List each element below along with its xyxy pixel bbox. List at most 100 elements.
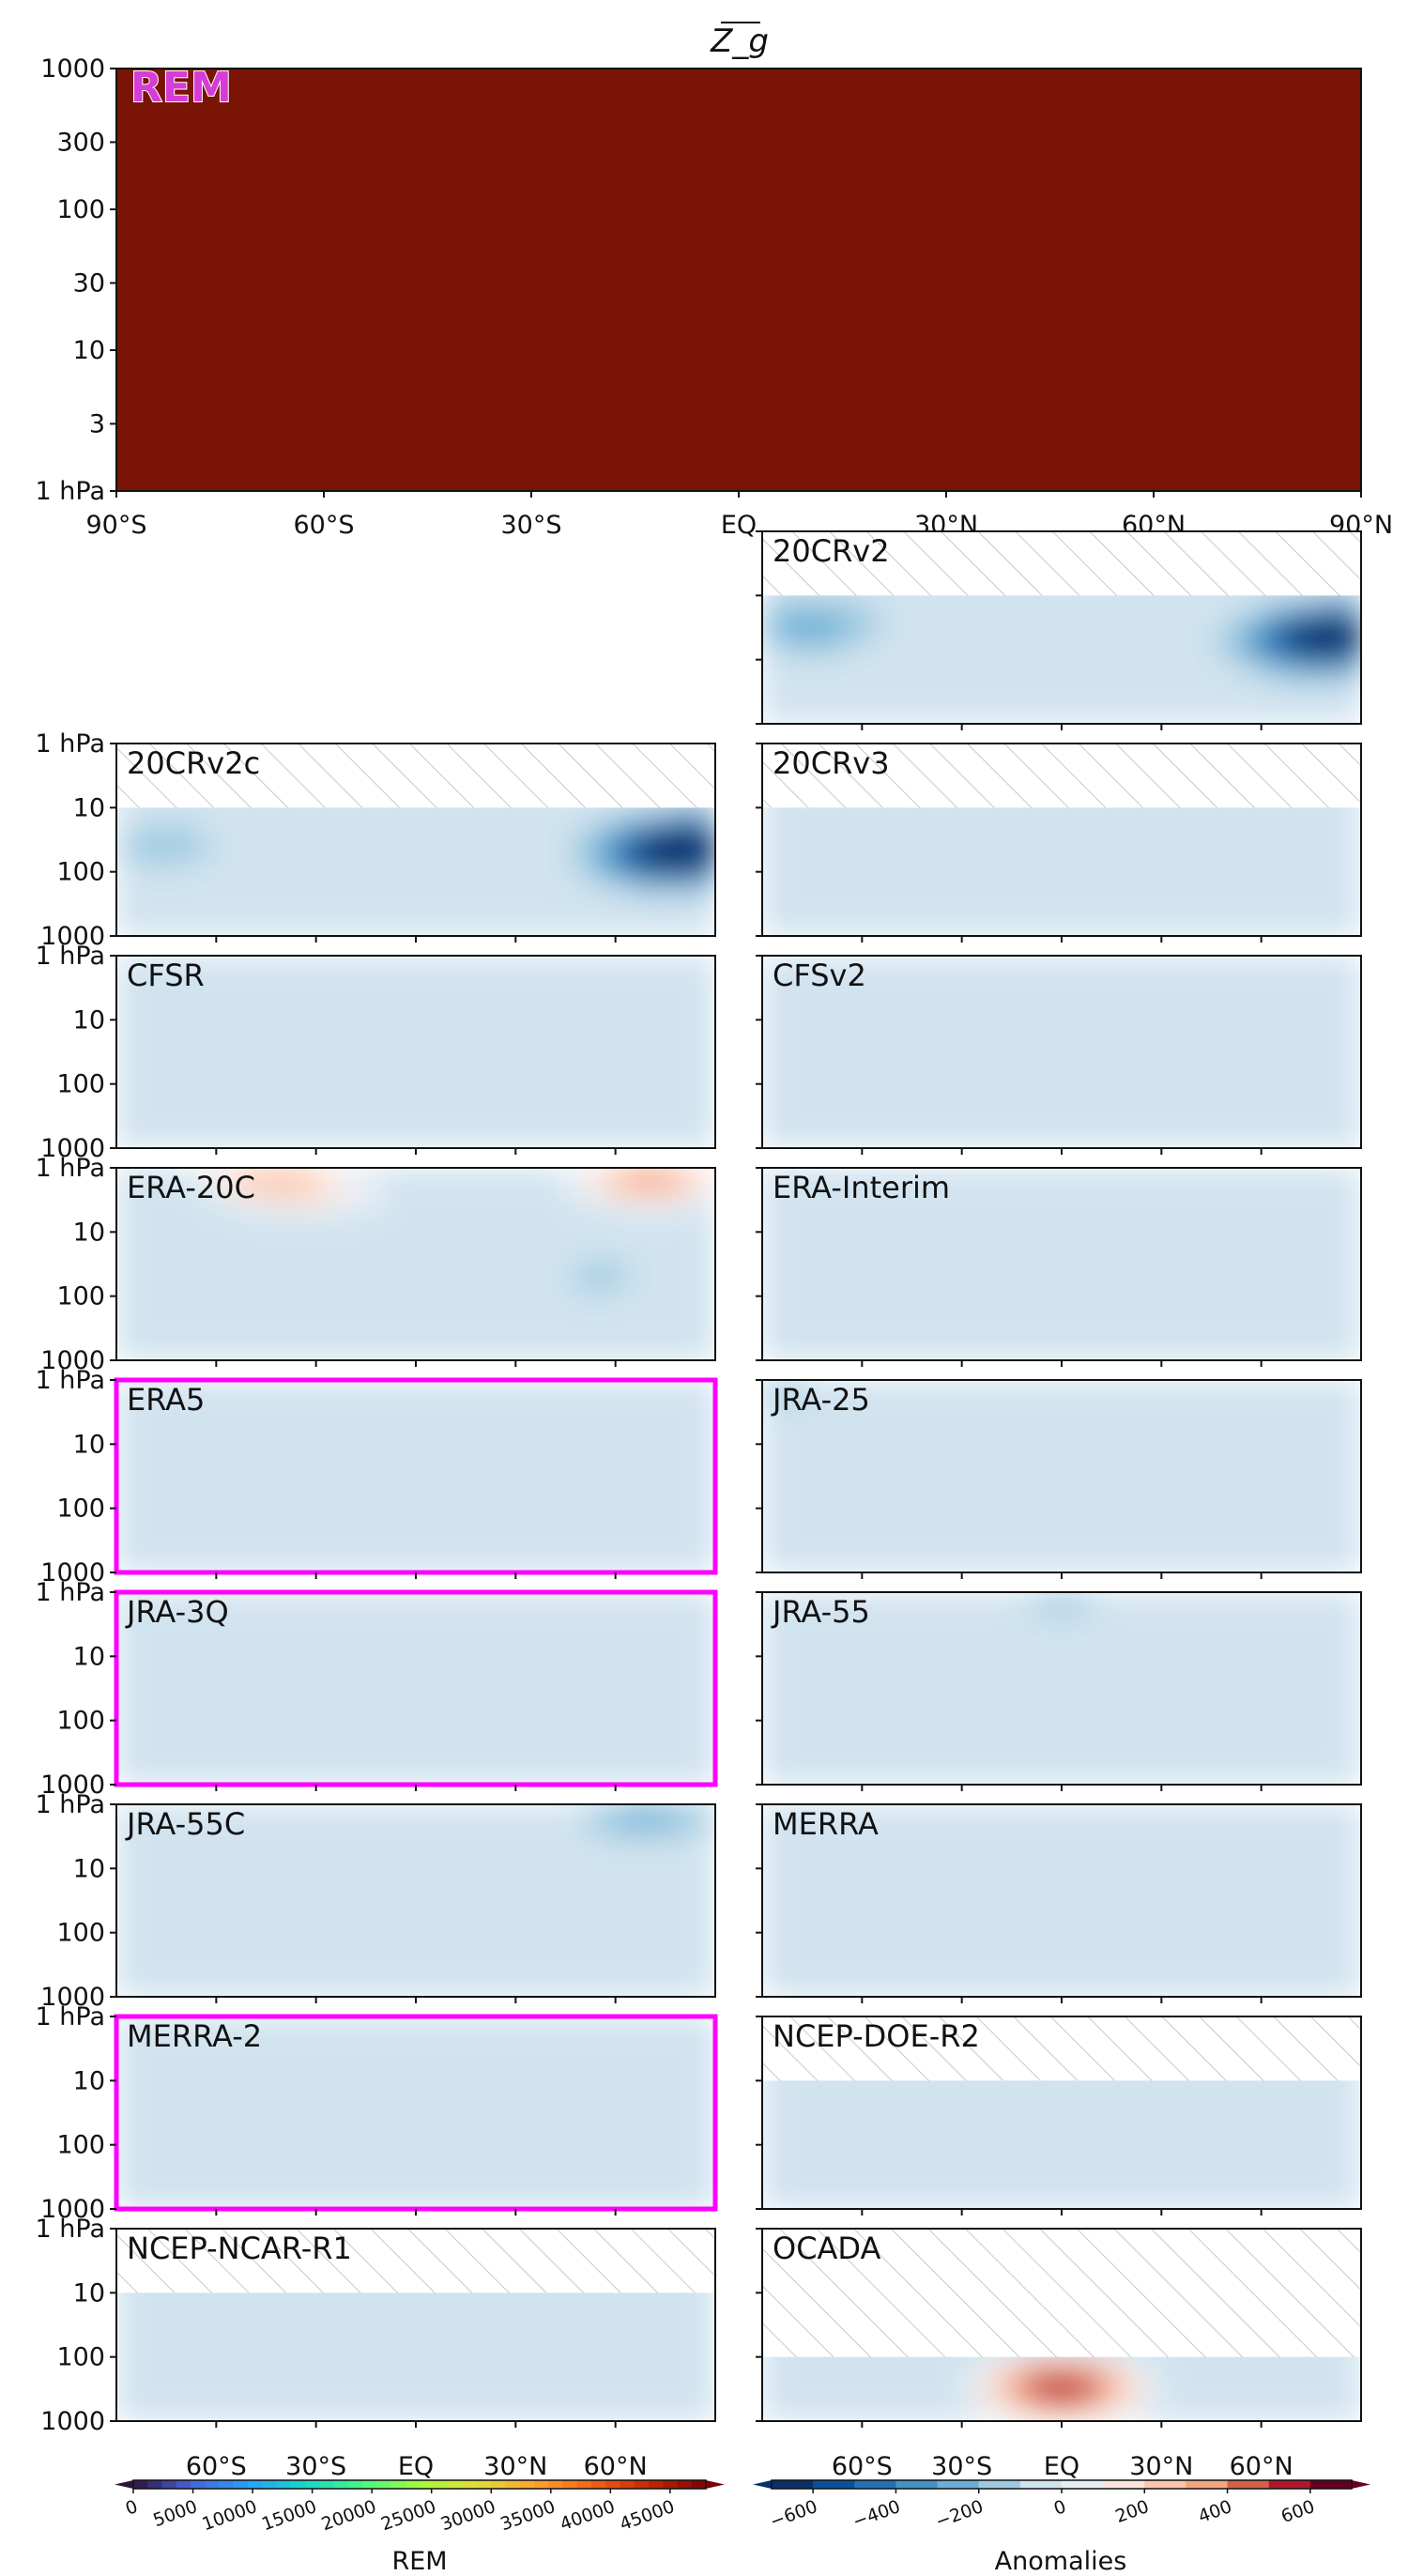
- rem-colorbar-segment: [262, 2480, 277, 2489]
- panel-label: JRA-55: [771, 1594, 870, 1630]
- bottom-x-labels: 60°S 30°S EQ 30°N 60°N 60°S 30°S EQ 30°N 60°N: [186, 2452, 1293, 2481]
- rem-colorbar-segment: [319, 2480, 334, 2489]
- y-tick-label: 1 hPa: [36, 729, 106, 759]
- y-tick-label: 100: [56, 2131, 105, 2160]
- y-tick-label: 100: [56, 2343, 105, 2372]
- anomalies-colorbar-segment: [813, 2480, 855, 2489]
- rem-colorbar-segment: [562, 2480, 578, 2489]
- bottom-x-tick-label: 60°N: [584, 2452, 648, 2481]
- y-tick-label: 100: [56, 1919, 105, 1948]
- anomalies-colorbar-segment: [854, 2480, 896, 2489]
- panel-label: ERA-Interim: [773, 1170, 950, 1205]
- panel-20crv2: 20CRv2: [756, 530, 1362, 730]
- rem-colorbar-label: REM: [391, 2547, 447, 2576]
- panel-label: 20CRv2c: [127, 745, 260, 781]
- rem-colorbar-segment: [491, 2480, 506, 2489]
- anomalies-colorbar-segment: [772, 2480, 814, 2489]
- rem-colorbar-segment: [462, 2480, 478, 2489]
- anomalies-colorbar-segment: [1144, 2480, 1186, 2489]
- y-tick-label: 10: [73, 1642, 105, 1671]
- rem-colorbar-segment: [248, 2480, 263, 2489]
- anomaly-field: [762, 744, 1361, 936]
- rem-colorbar-segment: [376, 2480, 391, 2489]
- anomaly-field: [762, 1592, 1361, 1785]
- y-tick-label: 10: [73, 1218, 105, 1247]
- rem-colorbar-tick-label: 0: [123, 2496, 141, 2520]
- rem-y-tick-label: 300: [56, 128, 105, 157]
- panel-label: ERA-20C: [127, 1170, 255, 1205]
- bottom-x-tick-label: 60°S: [186, 2452, 247, 2481]
- rem-colorbar-tick-label: 10000: [199, 2496, 259, 2535]
- rem-colorbar-segment: [576, 2480, 592, 2489]
- y-tick-label: 1 hPa: [36, 1154, 106, 1183]
- y-tick-label: 10: [73, 1005, 105, 1035]
- anomalies-colorbar-label: Anomalies: [995, 2547, 1127, 2576]
- anomaly-field: [116, 2016, 715, 2209]
- panel-label: CFSv2: [773, 958, 866, 993]
- rem-colorbar-segment: [176, 2480, 191, 2489]
- anomalies-colorbar-tick-label: 0: [1051, 2496, 1069, 2520]
- panel-merra-2: MERRA-2 1 hPa 10 100 1000: [36, 2002, 718, 2224]
- rem-colorbar-segment: [477, 2480, 492, 2489]
- y-tick-label: 10: [73, 1854, 105, 1883]
- panel-label: NCEP-DOE-R2: [773, 2018, 980, 2054]
- rem-colorbar-segment: [634, 2480, 650, 2489]
- panel-merra: MERRA: [756, 1803, 1362, 2003]
- anomalies-colorbar-tick-label: −400: [850, 2496, 904, 2533]
- rem-colorbar-segment: [534, 2480, 549, 2489]
- anomaly-field: [116, 956, 715, 1148]
- missing-data-hatch: [116, 744, 715, 808]
- figure-title: Z_g: [710, 23, 769, 60]
- y-tick-label: 1 hPa: [36, 2002, 106, 2032]
- missing-data-hatch: [762, 744, 1361, 808]
- rem-colorbar-segment: [448, 2480, 464, 2489]
- rem-x-tick-label: EQ: [721, 511, 757, 540]
- anomaly-panels: 20CRv2 20CRv2c 1 hPa 10 100 1000 20CRv3 CFSR 1 h…: [36, 530, 1362, 2436]
- rem-colorbar-tick-label: 40000: [558, 2496, 618, 2535]
- bottom-x-tick-label: 30°S: [285, 2452, 346, 2481]
- y-tick-label: 100: [56, 1495, 105, 1524]
- anomalies-colorbar-tick-label: 400: [1196, 2496, 1235, 2527]
- rem-colorbar-segment: [205, 2480, 220, 2489]
- y-tick-label: 1000: [40, 1983, 105, 2012]
- anomaly-field: [762, 531, 1361, 724]
- y-tick-label: 1000: [40, 1771, 105, 1800]
- rem-colorbar-tick-label: 35000: [497, 2496, 558, 2535]
- anomalies-colorbar: −600 −400 −200 0 200 400 600: [753, 2479, 1370, 2533]
- missing-data-hatch: [116, 2229, 715, 2293]
- rem-colorbar-segment: [420, 2480, 435, 2489]
- panel-era-interim: ERA-Interim: [756, 1167, 1362, 1367]
- panel-label: MERRA-2: [127, 2018, 262, 2054]
- anomaly-field: [762, 956, 1361, 1148]
- rem-y-tick-label: 3: [89, 409, 105, 438]
- panel-era5: ERA5 1 hPa 10 100 1000: [36, 1366, 718, 1587]
- y-tick-label: 1000: [40, 2407, 105, 2436]
- anomalies-colorbar-tick-label: 600: [1278, 2496, 1318, 2527]
- rem-colorbar-segment: [362, 2480, 377, 2489]
- panel-era-20c: ERA-20C 1 hPa 10 100 1000: [36, 1154, 716, 1375]
- panel-ocada: OCADA: [756, 2228, 1362, 2428]
- y-tick-label: 100: [56, 1282, 105, 1311]
- panel-label: 20CRv3: [773, 745, 890, 781]
- bottom-x-tick-label: 60°S: [832, 2452, 893, 2481]
- panel-label: JRA-25: [771, 1382, 870, 1418]
- rem-colorbar-tick-label: 25000: [378, 2496, 438, 2535]
- y-tick-label: 10: [73, 1430, 105, 1459]
- bottom-x-tick-label: 30°N: [483, 2452, 547, 2481]
- rem-y-tick-label: 100: [56, 195, 105, 224]
- rem-field: [116, 69, 1361, 491]
- anomalies-colorbar-tick-label: 200: [1112, 2496, 1152, 2527]
- rem-colorbar-segment: [548, 2480, 563, 2489]
- bottom-x-tick-label: EQ: [398, 2452, 434, 2481]
- anomaly-field: [116, 1168, 715, 1360]
- rem-colorbar-segment: [677, 2480, 693, 2489]
- anomaly-field: [116, 2229, 715, 2421]
- bottom-x-tick-label: 30°N: [1129, 2452, 1193, 2481]
- missing-data-hatch: [762, 2229, 1361, 2357]
- rem-colorbar-segment: [519, 2480, 535, 2489]
- rem-colorbar-segment: [276, 2480, 292, 2489]
- rem-y-tick-label: 30: [73, 268, 105, 298]
- panel-jra-55: JRA-55: [756, 1591, 1362, 1791]
- anomaly-field: [762, 2016, 1361, 2209]
- panel-label: NCEP-NCAR-R1: [127, 2231, 352, 2266]
